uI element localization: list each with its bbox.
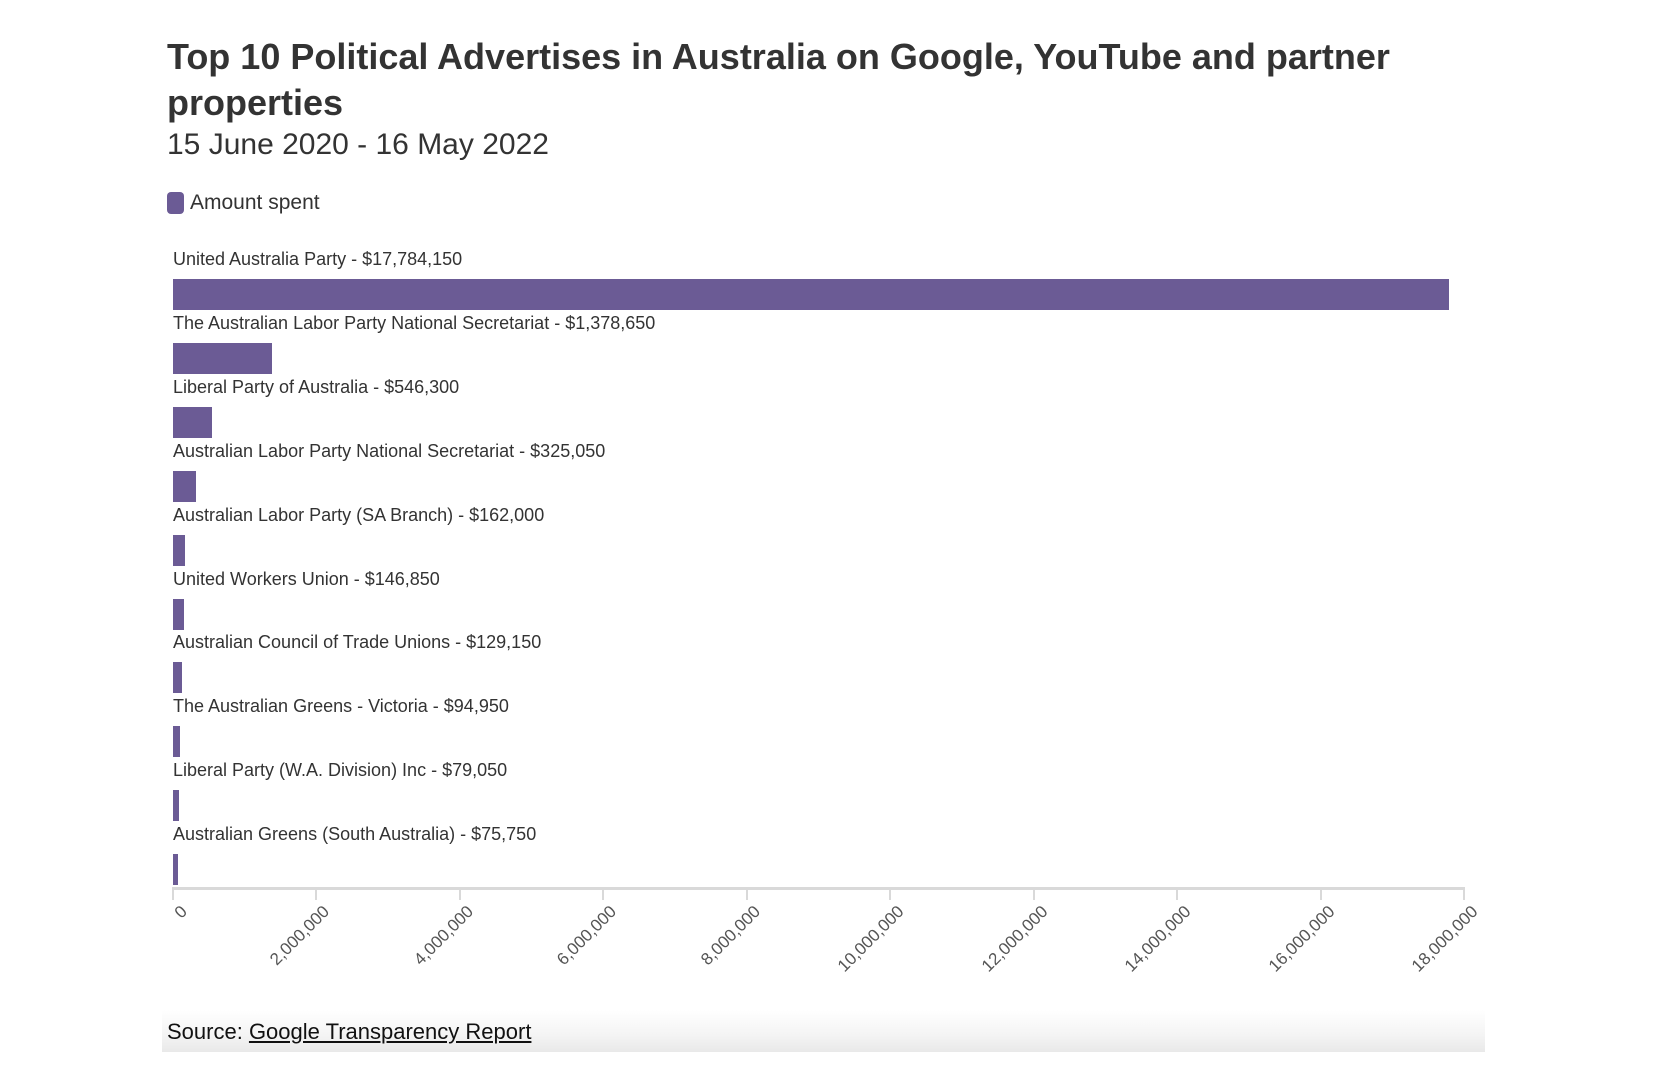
bar-label: Australian Labor Party (SA Branch) - $16… (173, 505, 545, 525)
bar[interactable] (173, 854, 178, 885)
bar[interactable] (173, 471, 196, 502)
x-axis-tick (602, 887, 604, 900)
source-note: Source: Google Transparency Report (167, 1019, 531, 1045)
x-axis-tick (459, 887, 461, 900)
bar[interactable] (173, 343, 272, 374)
x-axis-tick (1176, 887, 1178, 900)
x-axis-tick (1320, 887, 1322, 900)
chart-subtitle: 15 June 2020 - 16 May 2022 (167, 128, 549, 161)
bar-label: Liberal Party (W.A. Division) Inc - $79,… (173, 760, 508, 780)
x-axis-tick (889, 887, 891, 900)
source-link[interactable]: Google Transparency Report (248, 1019, 532, 1044)
chart-title: Top 10 Political Advertises in Australia… (167, 36, 1390, 123)
bar[interactable] (173, 599, 184, 630)
bar-label: United Australia Party - $17,784,150 (173, 249, 463, 269)
legend: Amount spent (167, 191, 320, 215)
bar-label: United Workers Union - $146,850 (173, 569, 440, 589)
x-axis-line (173, 887, 1465, 890)
bar-label: Liberal Party of Australia - $546,300 (173, 377, 460, 397)
bar[interactable] (173, 535, 185, 566)
x-axis-tick (1033, 887, 1035, 900)
bar-label: Australian Labor Party National Secretar… (173, 441, 606, 461)
x-axis-tick (1463, 887, 1465, 900)
legend-label: Amount spent (190, 191, 320, 214)
bar-label: Australian Greens (South Australia) - $7… (173, 824, 537, 844)
source-prefix: Source: (167, 1019, 249, 1044)
x-axis-tick (172, 887, 174, 900)
bar[interactable] (173, 279, 1449, 310)
bar[interactable] (173, 726, 180, 757)
bar-label: The Australian Greens - Victoria - $94,9… (173, 696, 509, 716)
x-axis-tick (746, 887, 748, 900)
bar[interactable] (173, 790, 179, 821)
footer-band (162, 1010, 1485, 1052)
bar-label: Australian Council of Trade Unions - $12… (173, 632, 542, 652)
bar[interactable] (173, 662, 182, 693)
legend-swatch-icon (167, 192, 184, 214)
bar-label: The Australian Labor Party National Secr… (173, 313, 656, 333)
bar[interactable] (173, 407, 212, 438)
x-axis-tick (315, 887, 317, 900)
